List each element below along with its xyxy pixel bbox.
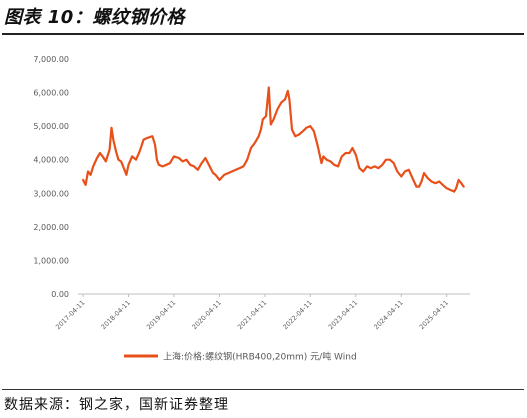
figure-title: 图表 10：螺纹钢价格 (4, 7, 185, 28)
x-tick-label: 2019-04-11 (145, 299, 177, 331)
legend-label: 上海:价格:螺纹钢(HRB400,20mm) 元/吨 Wind (163, 351, 357, 363)
x-tick-label: 2017-04-11 (54, 299, 86, 331)
y-tick-label: 4,000.00 (33, 156, 69, 165)
x-tick-label: 2022-04-11 (281, 299, 313, 331)
x-tick-label: 2021-04-11 (236, 299, 268, 331)
y-tick-label: 1,000.00 (33, 256, 69, 265)
title-rule (2, 33, 524, 35)
y-tick-label: 6,000.00 (33, 89, 69, 98)
source-note: 数据来源：钢之家，国新证券整理 (4, 397, 229, 413)
x-tick-label: 2025-04-11 (418, 299, 450, 331)
x-tick-label: 2023-04-11 (327, 299, 359, 331)
y-tick-label: 5,000.00 (33, 122, 69, 131)
x-tick-label: 2024-04-11 (372, 299, 404, 331)
line-chart: 0.00 1,000.00 2,000.00 3,000.00 4,000.00 5,00… (33, 55, 470, 363)
series-line-0 (82, 86, 465, 193)
x-tick-label: 2020-04-11 (191, 299, 223, 331)
x-tick-label: 2018-04-11 (100, 299, 132, 331)
y-tick-label: 7,000.00 (33, 55, 69, 64)
y-tick-label: 3,000.00 (33, 189, 69, 198)
y-tick-label: 0.00 (51, 290, 69, 299)
source-rule (2, 389, 524, 390)
figure-title-bar: 图表 10：螺纹钢价格 (0, 0, 527, 33)
y-tick-label: 2,000.00 (33, 223, 69, 232)
